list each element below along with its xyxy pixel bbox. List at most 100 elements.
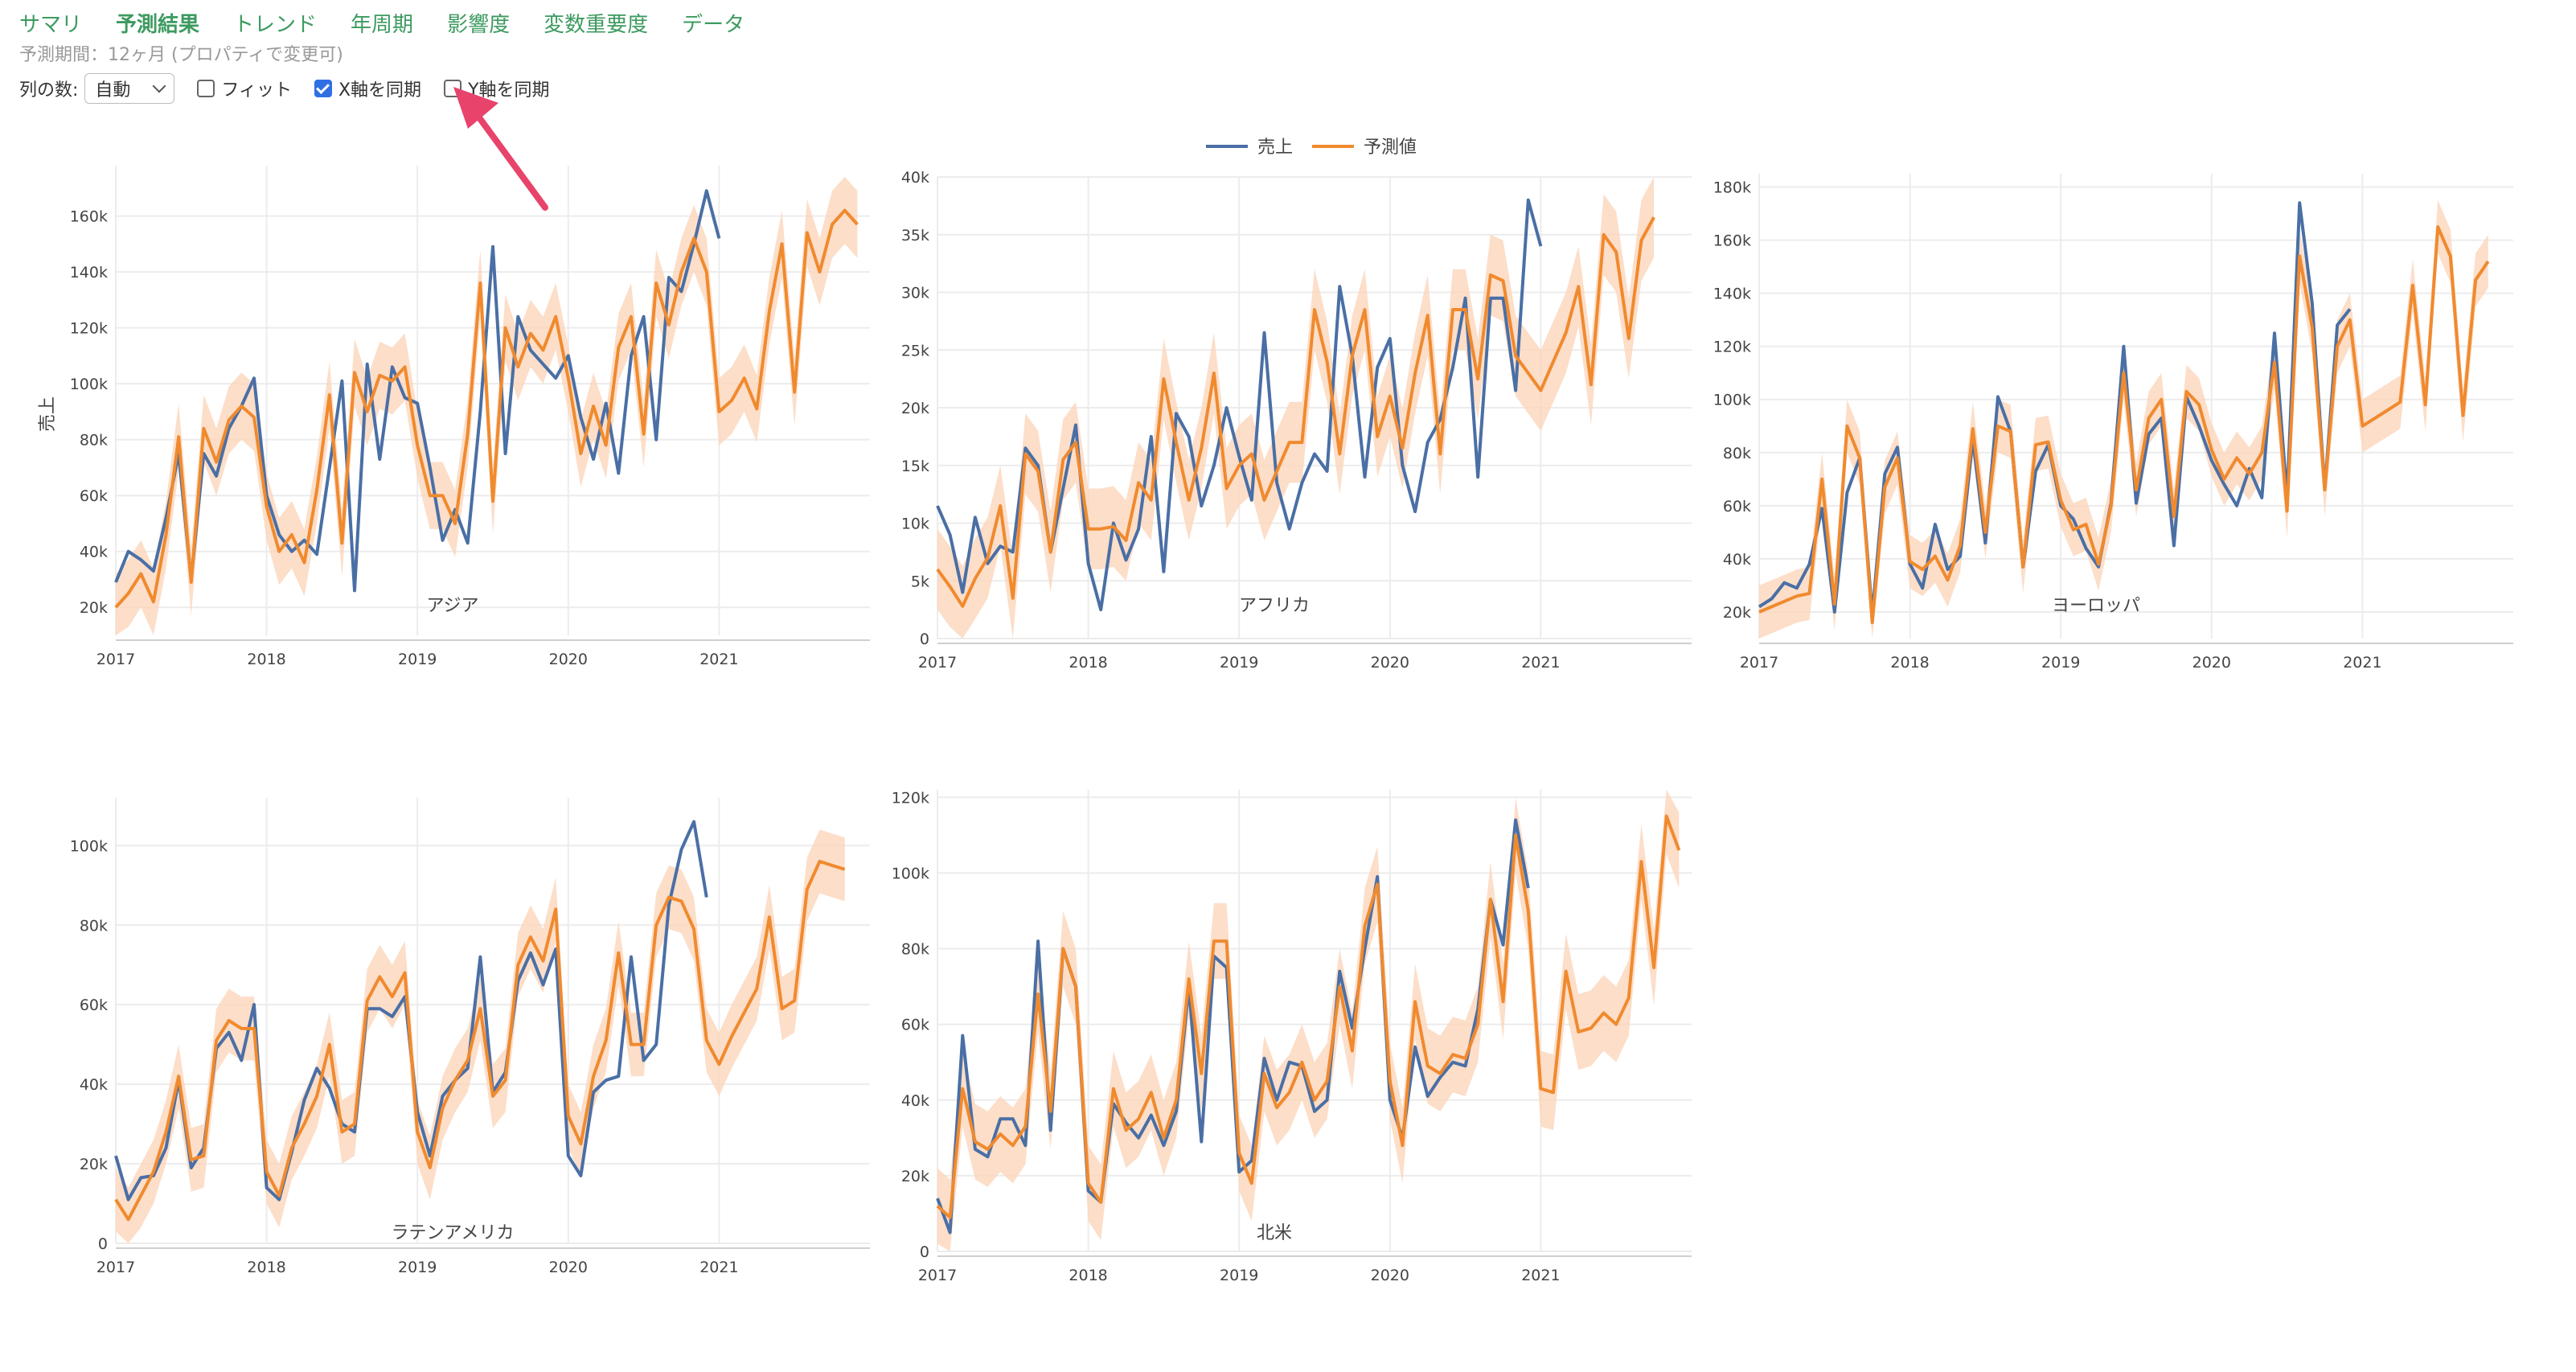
- y-axis-title: 売上: [38, 396, 58, 432]
- y-tick-label: 160k: [1713, 232, 1751, 250]
- tab-trend[interactable]: トレンド: [233, 12, 318, 37]
- panel-title: アジア: [426, 596, 478, 616]
- x-tick-label: 2018: [1069, 1267, 1107, 1284]
- tab-forecast-results[interactable]: 予測結果: [116, 12, 200, 37]
- y-tick-label: 20k: [901, 400, 929, 417]
- x-tick-label: 2017: [918, 654, 957, 672]
- forecast-band: [937, 177, 1655, 639]
- x-tick-label: 2020: [1371, 1267, 1409, 1284]
- x-tick-label: 2021: [1521, 1267, 1560, 1284]
- x-tick-label: 2021: [2343, 654, 2381, 672]
- y-tick-label: 0: [920, 1243, 929, 1261]
- series-forecast-line: [1758, 225, 2490, 625]
- x-tick-label: 2019: [2041, 654, 2080, 672]
- chart-panel: 20k 40k 60k 80k 100k 120k 140k 160k 2017 2018 2019…: [70, 166, 870, 668]
- tab-bar: サマリ 予測結果 トレンド 年周期 影響度 変数重要度 データ: [19, 5, 744, 40]
- series-actual-line: [936, 198, 1543, 612]
- x-tick-label: 2018: [1069, 654, 1107, 672]
- x-tick-label: 2018: [247, 1259, 285, 1276]
- y-tick-label: 60k: [901, 1017, 929, 1034]
- y-tick-label: 120k: [70, 320, 108, 338]
- chart-panel: 20k 40k 60k 80k 100k 120k 140k 160k 180k 2017 2018…: [1713, 174, 2513, 672]
- y-tick-label: 20k: [901, 1168, 929, 1185]
- forecast-band: [116, 829, 845, 1243]
- pointer-arrow-icon: [453, 87, 548, 211]
- series-forecast-line: [936, 814, 1681, 1219]
- chart-legend[interactable]: 売上 予測値: [1206, 138, 1417, 158]
- y-tick-label: 0: [98, 1235, 108, 1253]
- y-tick-label: 30k: [901, 285, 929, 302]
- fit-checkbox-box[interactable]: [197, 80, 215, 97]
- y-tick-label: 120k: [1713, 339, 1751, 356]
- y-tick-label: 100k: [1713, 392, 1751, 409]
- tab-data[interactable]: データ: [682, 12, 745, 37]
- y-tick-label: 180k: [1713, 179, 1751, 197]
- sync-y-checkbox-box[interactable]: [444, 80, 462, 97]
- x-tick-label: 2021: [1521, 654, 1560, 672]
- y-tick-label: 40k: [1723, 551, 1751, 569]
- y-tick-label: 0: [920, 631, 929, 648]
- columns-label: 列の数:: [19, 80, 79, 101]
- y-tick-label: 15k: [901, 458, 929, 475]
- series-forecast-line: [114, 860, 846, 1222]
- y-tick-label: 60k: [1723, 498, 1751, 516]
- x-tick-label: 2020: [549, 651, 588, 668]
- tab-summary[interactable]: サマリ: [19, 12, 83, 37]
- y-tick-label: 140k: [70, 264, 108, 281]
- y-tick-label: 100k: [70, 376, 108, 393]
- x-tick-label: 2019: [398, 651, 437, 668]
- forecast-band: [937, 790, 1680, 1251]
- y-tick-label: 100k: [892, 865, 929, 883]
- y-tick-label: 80k: [1723, 445, 1751, 462]
- panel-title: ヨーロッパ: [2052, 596, 2140, 616]
- sync-x-checkbox[interactable]: X軸を同期: [314, 76, 421, 101]
- fit-checkbox-label: フィット: [221, 80, 292, 101]
- sync-x-checkbox-label: X軸を同期: [338, 80, 422, 101]
- panel-title: 北米: [1257, 1223, 1292, 1243]
- series-actual-line: [114, 189, 721, 593]
- fit-checkbox[interactable]: フィット: [197, 76, 292, 101]
- y-tick-label: 25k: [901, 342, 929, 359]
- chevron-down-icon: [152, 79, 166, 93]
- x-tick-label: 2018: [247, 651, 285, 668]
- forecast-figure: 売上 予測値 売上 20k 40k 60k 80k 100k 120k 140k 160k 201…: [38, 138, 2513, 1284]
- y-tick-label: 100k: [70, 837, 108, 855]
- forecast-band: [1759, 200, 2488, 639]
- x-tick-label: 2021: [699, 1259, 738, 1276]
- y-tick-label: 40k: [901, 1092, 929, 1110]
- x-tick-label: 2017: [96, 651, 135, 668]
- columns-select[interactable]: 自動: [84, 73, 175, 104]
- x-tick-label: 2020: [2192, 654, 2231, 672]
- tab-yearly-cycle[interactable]: 年周期: [351, 12, 414, 37]
- x-tick-label: 2020: [1371, 654, 1409, 672]
- sync-x-checkbox-box[interactable]: [314, 80, 332, 97]
- tab-impact[interactable]: 影響度: [447, 12, 511, 37]
- legend-forecast-label: 予測値: [1364, 138, 1417, 158]
- series-forecast-line: [114, 208, 859, 609]
- forecast-period-text: 予測期間：12ヶ月 (プロパティで変更可): [19, 45, 343, 65]
- y-tick-label: 10k: [901, 516, 929, 533]
- y-tick-label: 140k: [1713, 285, 1751, 303]
- x-tick-label: 2019: [1220, 654, 1258, 672]
- x-tick-label: 2020: [549, 1259, 588, 1276]
- x-tick-label: 2018: [1890, 654, 1929, 672]
- y-tick-label: 20k: [1723, 604, 1751, 622]
- y-tick-label: 80k: [80, 432, 108, 450]
- tab-variable-importance[interactable]: 変数重要度: [544, 12, 649, 37]
- x-tick-label: 2017: [96, 1259, 135, 1276]
- y-tick-label: 40k: [901, 169, 929, 187]
- chart-panel: 0 5k 10k 15k 20k 25k 30k 35k 40k 2017 2018 2019 2020…: [901, 169, 1692, 672]
- y-tick-label: 60k: [80, 487, 108, 505]
- y-tick-label: 60k: [80, 996, 108, 1014]
- panel-title: アフリカ: [1239, 596, 1310, 616]
- chart-panel: 0 20k 40k 60k 80k 100k 120k 2017 2018 2019 2020 202…: [892, 789, 1692, 1284]
- y-tick-label: 20k: [80, 1156, 108, 1173]
- y-tick-label: 120k: [892, 789, 929, 807]
- y-tick-label: 40k: [80, 544, 108, 561]
- y-tick-label: 160k: [70, 208, 108, 226]
- y-tick-label: 5k: [911, 573, 929, 590]
- chart-panel: 0 20k 40k 60k 80k 100k 2017 2018 2019 2020 2021 ラテン…: [70, 798, 870, 1276]
- x-tick-label: 2017: [918, 1267, 957, 1284]
- y-tick-label: 40k: [80, 1076, 108, 1094]
- panel-title: ラテンアメリカ: [392, 1223, 515, 1243]
